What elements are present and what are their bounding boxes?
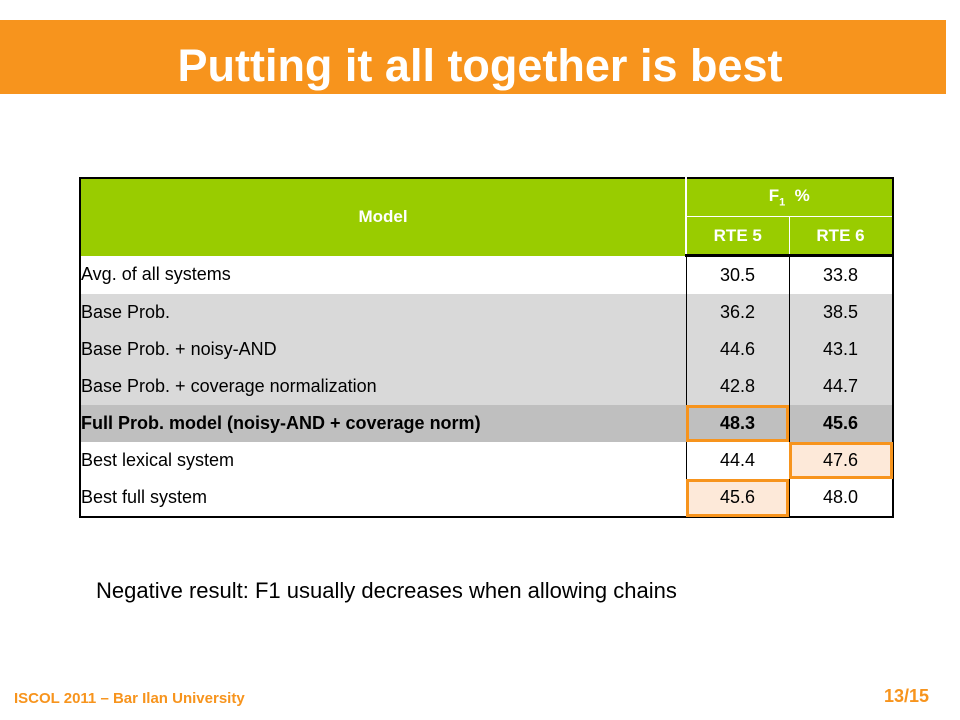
- value-cell: 30.5: [685, 255, 789, 294]
- metric-symbol: F: [768, 186, 780, 206]
- table-row: Avg. of all systems 30.5 33.8: [80, 255, 893, 294]
- slide-title: Putting it all together is best: [177, 40, 783, 91]
- value-cell: 44.7: [788, 368, 893, 405]
- model-header: Model: [80, 178, 687, 256]
- value-cell: 45.6: [788, 405, 893, 442]
- value-cell: 42.8: [685, 368, 789, 405]
- value-cell: 36.2: [685, 294, 789, 331]
- model-cell: Base Prob.: [80, 294, 686, 331]
- model-cell: Best lexical system: [80, 442, 686, 479]
- model-cell: Best full system: [80, 479, 686, 517]
- value-cell: 44.4: [685, 442, 789, 479]
- table-row: Base Prob. + coverage normalization 42.8…: [80, 368, 893, 405]
- header-row: Model F1 %: [80, 178, 893, 256]
- value-cell: 48.0: [788, 479, 893, 517]
- column-header-rte5: RTE 5: [686, 216, 790, 257]
- value-cell-highlighted: 47.6: [788, 442, 893, 479]
- value-cell-highlighted: 48.3: [685, 405, 789, 442]
- model-cell: Full Prob. model (noisy-AND + coverage n…: [80, 405, 686, 442]
- table-row: Base Prob. + noisy-AND 44.6 43.1: [80, 331, 893, 368]
- model-cell: Base Prob. + coverage normalization: [80, 368, 686, 405]
- value-cell: 33.8: [788, 255, 893, 294]
- table-row: Base Prob. 36.2 38.5: [80, 294, 893, 331]
- table-row: Best lexical system 44.4 47.6: [80, 442, 893, 479]
- column-header-rte6: RTE 6: [789, 216, 893, 257]
- model-cell: Avg. of all systems: [80, 255, 686, 294]
- table-row: Best full system 45.6 48.0: [80, 479, 893, 517]
- result-note: Negative result: F1 usually decreases wh…: [96, 578, 677, 603]
- subheader-row: RTE 5 RTE 6: [80, 216, 893, 257]
- metric-header: F1 %: [686, 178, 893, 217]
- table-row-full-model: Full Prob. model (noisy-AND + coverage n…: [80, 405, 893, 442]
- model-cell: Base Prob. + noisy-AND: [80, 331, 686, 368]
- metric-unit: %: [794, 186, 810, 206]
- footer-conference: ISCOL 2011 – Bar Ilan University: [14, 690, 245, 707]
- title-bar: [0, 20, 946, 94]
- value-cell-highlighted: 45.6: [685, 479, 789, 517]
- value-cell: 44.6: [685, 331, 789, 368]
- results-table: Model F1 % RTE 5 RTE 6 Avg. of all syste…: [79, 177, 894, 518]
- value-cell: 38.5: [788, 294, 893, 331]
- value-cell: 43.1: [788, 331, 893, 368]
- page-number: 13/15: [884, 686, 930, 706]
- metric-subscript: 1: [779, 196, 786, 209]
